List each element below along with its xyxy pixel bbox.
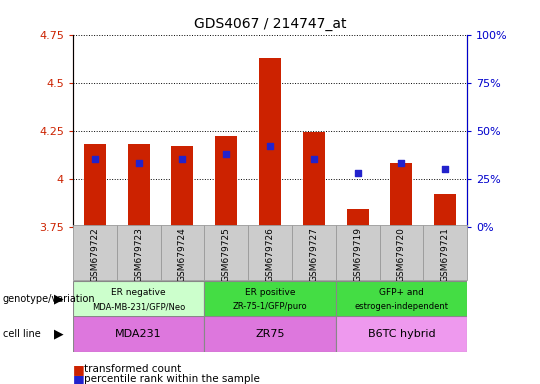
Bar (248, 225, 292, 280)
Text: ▶: ▶ (54, 293, 64, 306)
Text: B6TC hybrid: B6TC hybrid (368, 329, 435, 339)
Bar (303, 132, 325, 227)
Bar (380, 225, 423, 280)
Bar (336, 316, 467, 352)
Text: GSM679721: GSM679721 (441, 227, 450, 282)
Title: GDS4067 / 214747_at: GDS4067 / 214747_at (194, 17, 346, 31)
Text: estrogen-independent: estrogen-independent (354, 302, 448, 311)
Point (178, 156, 187, 162)
Bar (172, 146, 193, 227)
Bar (204, 225, 248, 280)
Bar (390, 163, 413, 227)
Text: ■: ■ (73, 363, 85, 376)
Bar (204, 316, 336, 352)
Text: ER negative: ER negative (111, 288, 166, 297)
Text: GFP+ and: GFP+ and (379, 288, 424, 297)
Bar (292, 225, 336, 280)
Point (441, 166, 449, 172)
Text: transformed count: transformed count (84, 364, 181, 374)
Bar (336, 281, 467, 317)
Text: GSM679726: GSM679726 (266, 227, 274, 282)
Bar (73, 316, 204, 352)
Bar (423, 225, 467, 280)
Point (397, 160, 406, 166)
Text: ▶: ▶ (54, 328, 64, 341)
Text: ZR75: ZR75 (255, 329, 285, 339)
Bar (434, 194, 456, 227)
Bar (215, 136, 237, 227)
Text: GSM679719: GSM679719 (353, 227, 362, 282)
Bar (204, 281, 336, 317)
Bar (336, 225, 380, 280)
Bar (259, 58, 281, 227)
Bar (84, 144, 106, 227)
Text: GSM679725: GSM679725 (222, 227, 231, 282)
Text: GSM679727: GSM679727 (309, 227, 318, 282)
Point (134, 160, 143, 166)
Text: ZR-75-1/GFP/puro: ZR-75-1/GFP/puro (233, 302, 307, 311)
Point (91, 156, 99, 162)
Bar (117, 225, 160, 280)
Text: GSM679723: GSM679723 (134, 227, 143, 282)
Bar (73, 225, 117, 280)
Text: MDA231: MDA231 (115, 329, 162, 339)
Bar (73, 281, 204, 317)
Text: GSM679724: GSM679724 (178, 227, 187, 282)
Bar (347, 209, 368, 227)
Point (309, 156, 318, 162)
Text: MDA-MB-231/GFP/Neo: MDA-MB-231/GFP/Neo (92, 302, 185, 311)
Point (353, 170, 362, 176)
Bar (160, 225, 204, 280)
Text: GSM679720: GSM679720 (397, 227, 406, 282)
Text: ■: ■ (73, 373, 85, 384)
Text: ER positive: ER positive (245, 288, 295, 297)
Bar (127, 144, 150, 227)
Point (266, 143, 274, 149)
Text: GSM679722: GSM679722 (90, 227, 99, 282)
Point (222, 151, 231, 157)
Text: genotype/variation: genotype/variation (3, 294, 96, 304)
Text: cell line: cell line (3, 329, 40, 339)
Text: percentile rank within the sample: percentile rank within the sample (84, 374, 260, 384)
